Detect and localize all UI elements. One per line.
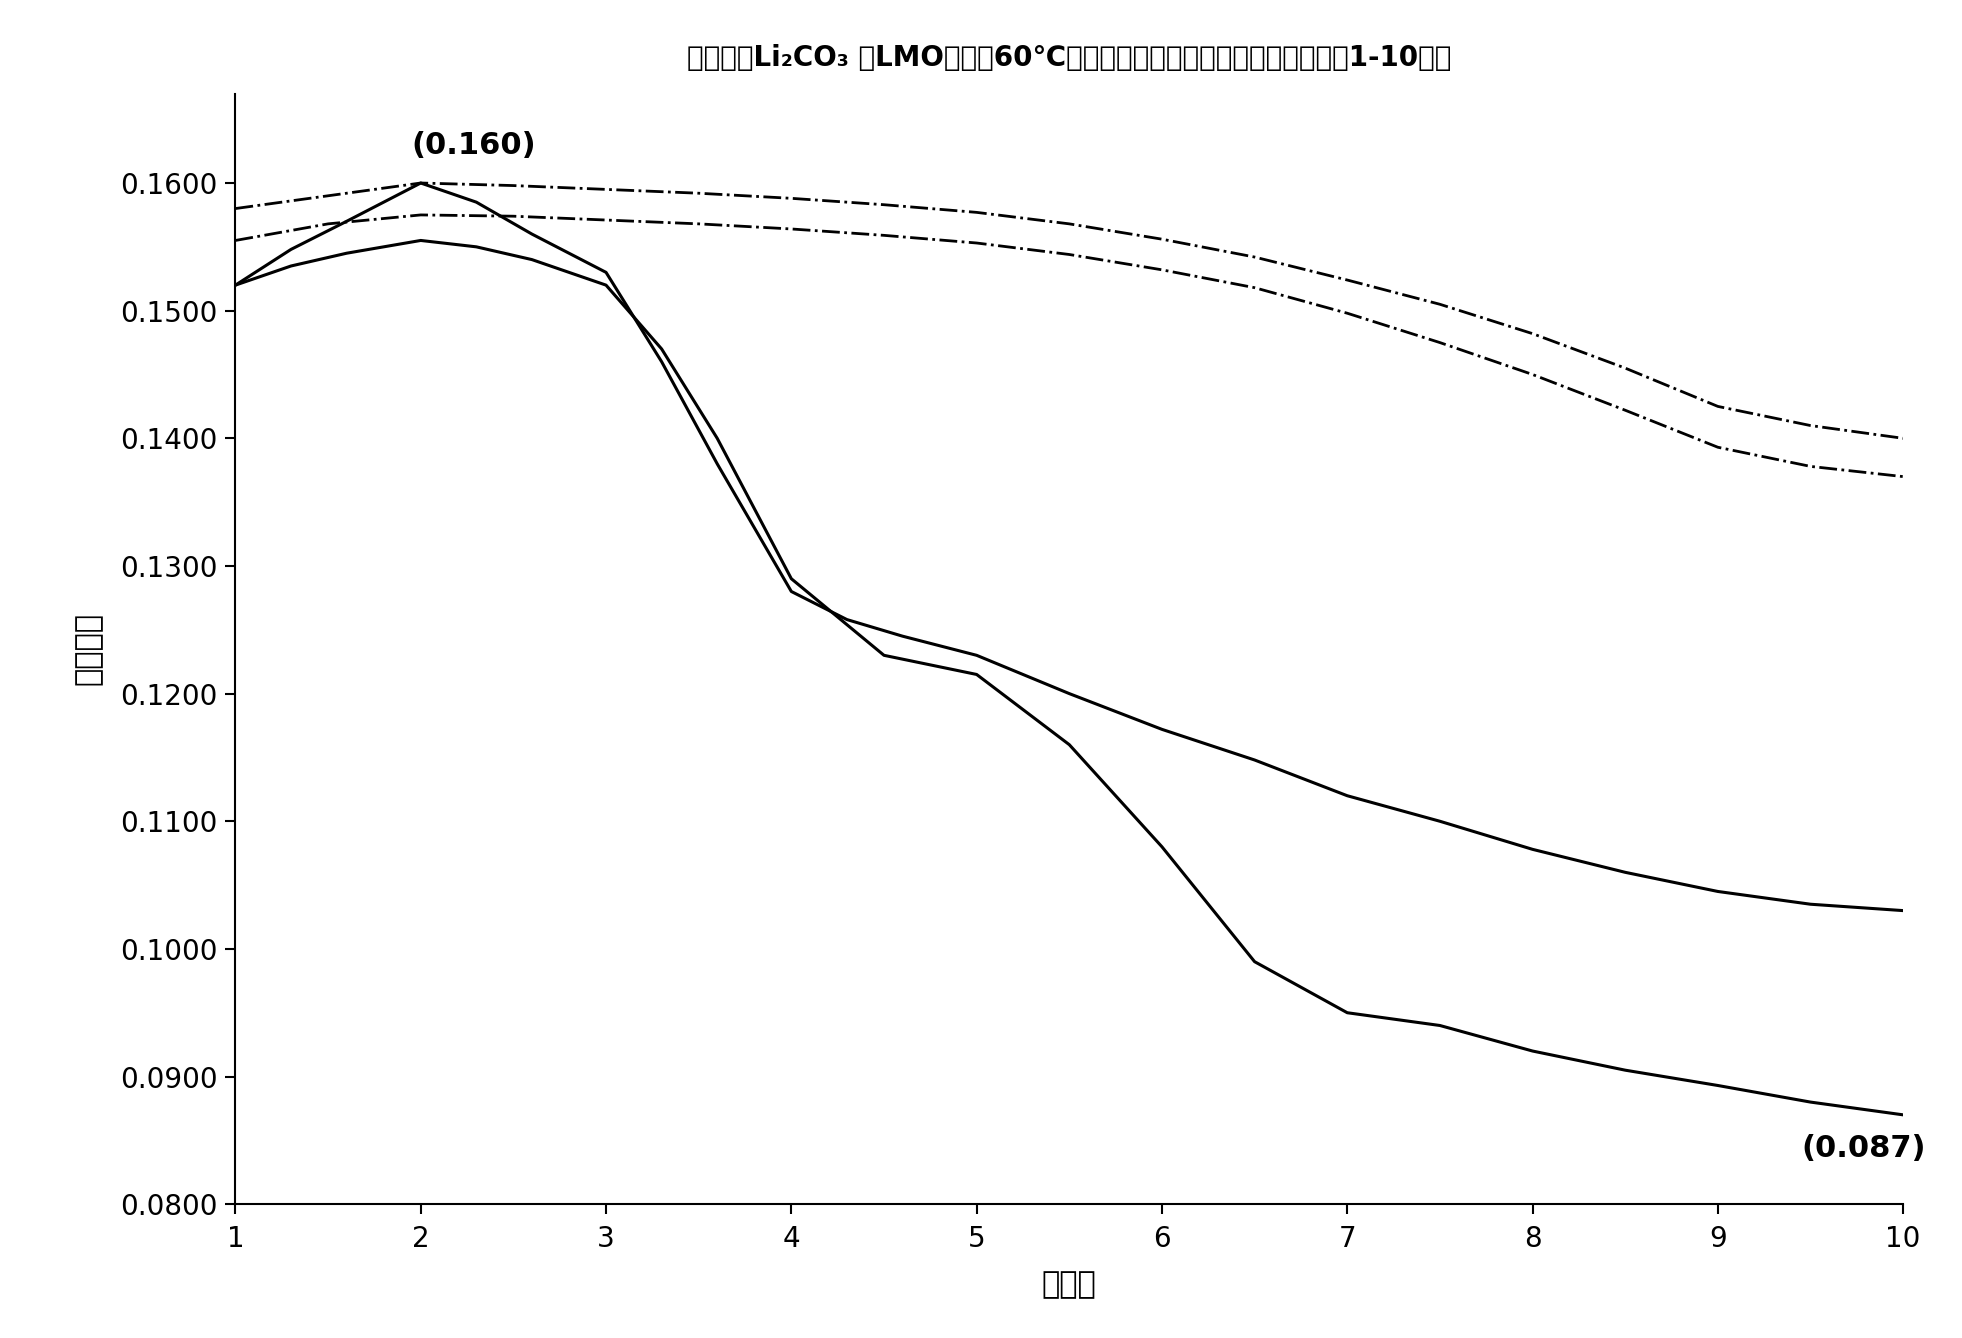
Title: 有和没有Li₂CO₃ 的LMO电池在60℃循环，放电电量和循环数的关系（循环1-10次）: 有和没有Li₂CO₃ 的LMO电池在60℃循环，放电电量和循环数的关系（循环1-… — [687, 44, 1452, 72]
X-axis label: 循环数: 循环数 — [1042, 1270, 1097, 1299]
Y-axis label: 安培小时: 安培小时 — [75, 613, 104, 685]
Text: (0.160): (0.160) — [412, 131, 536, 161]
Text: (0.087): (0.087) — [1801, 1135, 1927, 1163]
